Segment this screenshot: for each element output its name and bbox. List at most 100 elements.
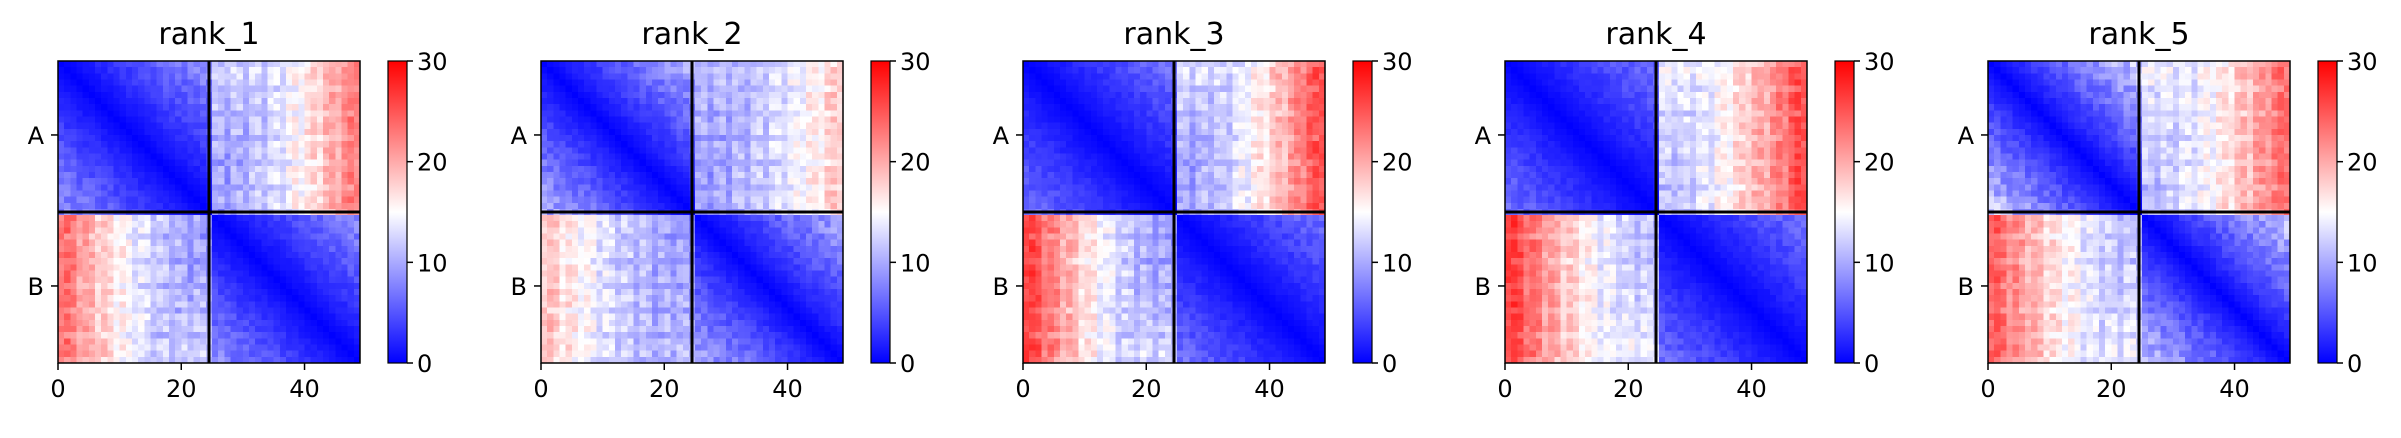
heatmap-cell xyxy=(304,190,312,198)
heatmap-cell xyxy=(58,141,65,148)
heatmap-cell xyxy=(707,73,715,81)
heatmap-cell xyxy=(242,313,250,321)
heatmap-cell xyxy=(162,276,170,284)
heatmap-cell xyxy=(1201,67,1209,74)
heatmap-cell xyxy=(719,165,727,173)
heatmap-cell xyxy=(193,326,201,333)
heatmap-cell xyxy=(621,128,628,136)
heatmap-cell xyxy=(830,282,838,290)
heatmap-cell xyxy=(230,165,238,173)
heatmap-cell xyxy=(212,289,219,296)
heatmap-cell xyxy=(713,295,721,302)
heatmap-cell xyxy=(175,202,182,210)
heatmap-cell xyxy=(799,276,807,284)
heatmap-cell xyxy=(298,165,306,173)
heatmap-cell xyxy=(664,319,672,327)
heatmap-cell xyxy=(113,252,121,259)
heatmap-cell xyxy=(725,344,733,352)
heatmap-cell xyxy=(58,184,65,192)
heatmap-cell xyxy=(701,110,708,118)
heatmap-cell xyxy=(261,338,269,346)
heatmap-cell xyxy=(175,73,182,81)
heatmap-cell xyxy=(577,258,585,265)
heatmap-cell xyxy=(584,289,591,296)
heatmap-cell xyxy=(242,67,250,74)
heatmap-cell xyxy=(565,67,573,74)
heatmap-cell xyxy=(756,326,764,333)
heatmap-cell xyxy=(541,190,548,198)
heatmap-cell xyxy=(162,356,170,364)
heatmap-cell xyxy=(806,165,813,173)
heatmap-cell xyxy=(725,159,733,167)
heatmap-cell xyxy=(353,215,361,222)
heatmap-cell xyxy=(162,196,170,204)
heatmap-cell xyxy=(199,326,207,333)
heatmap-cell xyxy=(1214,67,1221,74)
heatmap-cell xyxy=(553,184,561,192)
heatmap-cell xyxy=(744,104,752,111)
heatmap-cell xyxy=(695,338,702,346)
heatmap-cell xyxy=(836,97,844,105)
heatmap-cell xyxy=(298,153,306,161)
heatmap-cell xyxy=(750,227,758,235)
heatmap-cell xyxy=(818,307,826,315)
heatmap-cell xyxy=(94,128,102,136)
heatmap-cell xyxy=(353,141,361,148)
heatmap-cell xyxy=(187,147,195,155)
heatmap-cell xyxy=(335,313,343,321)
heatmap-cell xyxy=(292,227,299,235)
heatmap-cell xyxy=(830,239,838,247)
heatmap-cell xyxy=(769,85,776,93)
heatmap-cell xyxy=(787,134,795,142)
heatmap-cell xyxy=(335,264,343,272)
heatmap-cell xyxy=(335,165,343,173)
heatmap-cell xyxy=(682,184,690,192)
heatmap-cell xyxy=(806,61,813,68)
heatmap-cell xyxy=(701,276,708,284)
heatmap-cell xyxy=(793,122,801,130)
heatmap-cell xyxy=(1078,73,1086,81)
heatmap-cell xyxy=(76,122,84,130)
heatmap-cell xyxy=(88,252,96,259)
heatmap-cell xyxy=(329,184,336,192)
heatmap-cell xyxy=(310,171,318,179)
heatmap-cell xyxy=(541,178,548,185)
heatmap-cell xyxy=(58,326,65,333)
heatmap-cell xyxy=(64,147,71,155)
heatmap-cell xyxy=(670,178,678,185)
heatmap-cell xyxy=(156,295,164,302)
heatmap-cell xyxy=(799,153,807,161)
heatmap-cell xyxy=(670,356,678,364)
heatmap-cell xyxy=(304,239,312,247)
heatmap-cell xyxy=(64,104,71,111)
heatmap-cell xyxy=(267,313,275,321)
heatmap-cell xyxy=(793,313,801,321)
heatmap-cell xyxy=(781,332,789,339)
heatmap-cell xyxy=(261,227,269,235)
heatmap-cell xyxy=(769,73,776,81)
heatmap-cell xyxy=(144,295,152,302)
heatmap-cell xyxy=(119,147,127,155)
heatmap-cell xyxy=(565,202,573,210)
heatmap-cell xyxy=(267,104,275,111)
heatmap-cell xyxy=(76,110,84,118)
heatmap-cell xyxy=(750,332,758,339)
heatmap-cell xyxy=(236,128,244,136)
heatmap-cell xyxy=(621,344,628,352)
heatmap-cell xyxy=(168,301,176,309)
heatmap-cell xyxy=(304,332,312,339)
heatmap-cell xyxy=(713,190,721,198)
heatmap-cell xyxy=(590,319,598,327)
heatmap-cell xyxy=(304,289,312,296)
heatmap-cell xyxy=(633,79,641,87)
heatmap-cell xyxy=(150,178,158,185)
heatmap-cell xyxy=(547,122,554,130)
heatmap-cell xyxy=(187,73,195,81)
heatmap-cell xyxy=(162,67,170,74)
heatmap-cell xyxy=(347,264,355,272)
heatmap-cell xyxy=(181,326,189,333)
heatmap-cell xyxy=(836,79,844,87)
heatmap-cell xyxy=(107,215,115,222)
heatmap-cell xyxy=(298,196,306,204)
heatmap-cell xyxy=(347,350,355,358)
